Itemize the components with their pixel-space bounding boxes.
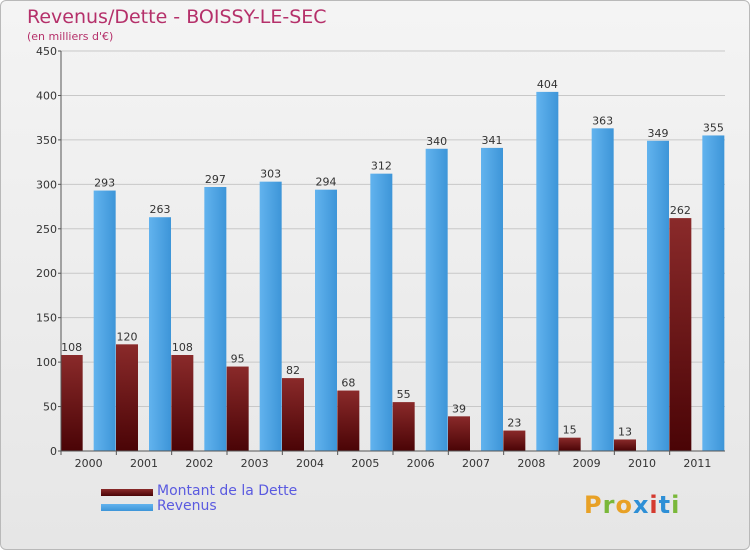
data-label: 341 — [482, 134, 503, 147]
bar-revenue — [259, 181, 282, 451]
data-label: 363 — [592, 114, 613, 127]
bar-debt — [60, 355, 83, 451]
bar-debt — [171, 355, 194, 451]
y-tick-label: 450 — [36, 45, 57, 58]
data-label: 303 — [260, 168, 281, 181]
chart-subtitle: (en milliers d'€) — [27, 30, 114, 43]
data-label: 404 — [537, 78, 558, 91]
x-tick-label: 2002 — [185, 457, 213, 470]
data-label: 95 — [231, 353, 245, 366]
bar-revenue — [591, 128, 614, 451]
x-tick-label: 2007 — [462, 457, 490, 470]
data-label: 262 — [670, 204, 691, 217]
x-tick-label: 2001 — [130, 457, 158, 470]
data-label: 15 — [563, 424, 577, 437]
axes: 0 50 100 150 200 250 300 350 400 450 2000 2001 2002 2… — [36, 45, 725, 470]
data-label: 55 — [397, 388, 411, 401]
bar-debt — [614, 439, 636, 451]
bar-revenue — [536, 91, 559, 451]
chart-title: Revenus/Dette - BOISSY-LE-SEC — [27, 6, 327, 28]
x-tick-label: 2011 — [683, 457, 711, 470]
y-tick-label: 0 — [50, 445, 57, 458]
bar-revenue — [370, 173, 393, 451]
data-label: 68 — [341, 377, 355, 390]
y-tick-label: 200 — [36, 267, 57, 280]
logo-letter: t — [658, 491, 672, 519]
bar-debt — [116, 344, 138, 451]
bar-revenue — [315, 189, 337, 451]
data-label: 297 — [205, 173, 226, 186]
bar-revenue — [481, 147, 503, 451]
legend-label-debt: Montant de la Dette — [157, 483, 298, 499]
data-label: 294 — [316, 176, 337, 189]
y-tick-label: 250 — [36, 223, 57, 236]
y-tick-label: 100 — [36, 356, 57, 369]
bars — [60, 91, 725, 452]
x-tick-label: 2005 — [351, 457, 379, 470]
data-label: 355 — [703, 121, 724, 134]
value-labels: 108 293 120 263 108 297 95 303 82 294 68 312 55 340 39… — [61, 78, 724, 439]
data-label: 108 — [61, 341, 82, 354]
proxiti-logo: Proxiti — [584, 491, 680, 519]
data-label: 39 — [452, 402, 466, 415]
x-tick-label: 2010 — [628, 457, 656, 470]
bar-revenue — [702, 135, 725, 451]
data-label: 349 — [648, 127, 669, 140]
logo-letter: o — [615, 491, 633, 519]
data-label: 340 — [426, 135, 447, 148]
x-tick-label: 2000 — [75, 457, 103, 470]
bar-debt — [392, 402, 415, 451]
logo-letter: i — [649, 491, 659, 519]
logo-letter: i — [671, 491, 681, 519]
data-label: 23 — [507, 417, 521, 430]
logo-letter: P — [584, 491, 603, 519]
bar-revenue — [647, 140, 669, 451]
bar-debt — [337, 390, 360, 451]
bar-debt — [282, 378, 304, 451]
data-label: 263 — [150, 203, 171, 216]
legend-swatch-revenue — [101, 504, 153, 511]
y-tick-label: 350 — [36, 134, 57, 147]
bar-debt — [448, 416, 470, 451]
y-tick-label: 400 — [36, 89, 57, 102]
data-label: 293 — [94, 177, 115, 190]
legend-swatch-debt — [101, 489, 153, 496]
data-label: 312 — [371, 160, 392, 173]
data-label: 13 — [618, 425, 632, 438]
bar-debt — [503, 430, 526, 451]
y-tick-label: 150 — [36, 312, 57, 325]
data-label: 120 — [117, 330, 138, 343]
bar-revenue — [204, 187, 227, 451]
x-tick-label: 2003 — [241, 457, 269, 470]
bar-debt — [558, 437, 581, 451]
x-tick-label: 2008 — [517, 457, 545, 470]
bar-revenue — [93, 190, 116, 452]
x-tick-label: 2004 — [296, 457, 324, 470]
bar-revenue — [425, 148, 448, 451]
logo-letter: r — [602, 491, 616, 519]
x-tick-label: 2009 — [573, 457, 601, 470]
y-tick-label: 300 — [36, 178, 57, 191]
legend-label-revenue: Revenus — [157, 498, 217, 514]
bar-debt — [226, 366, 249, 451]
y-tick-label: 50 — [43, 401, 57, 414]
data-label: 82 — [286, 364, 300, 377]
bar-debt — [669, 218, 692, 451]
bar-revenue — [149, 217, 171, 451]
x-tick-label: 2006 — [407, 457, 435, 470]
logo-letter: x — [632, 491, 650, 519]
data-label: 108 — [172, 341, 193, 354]
